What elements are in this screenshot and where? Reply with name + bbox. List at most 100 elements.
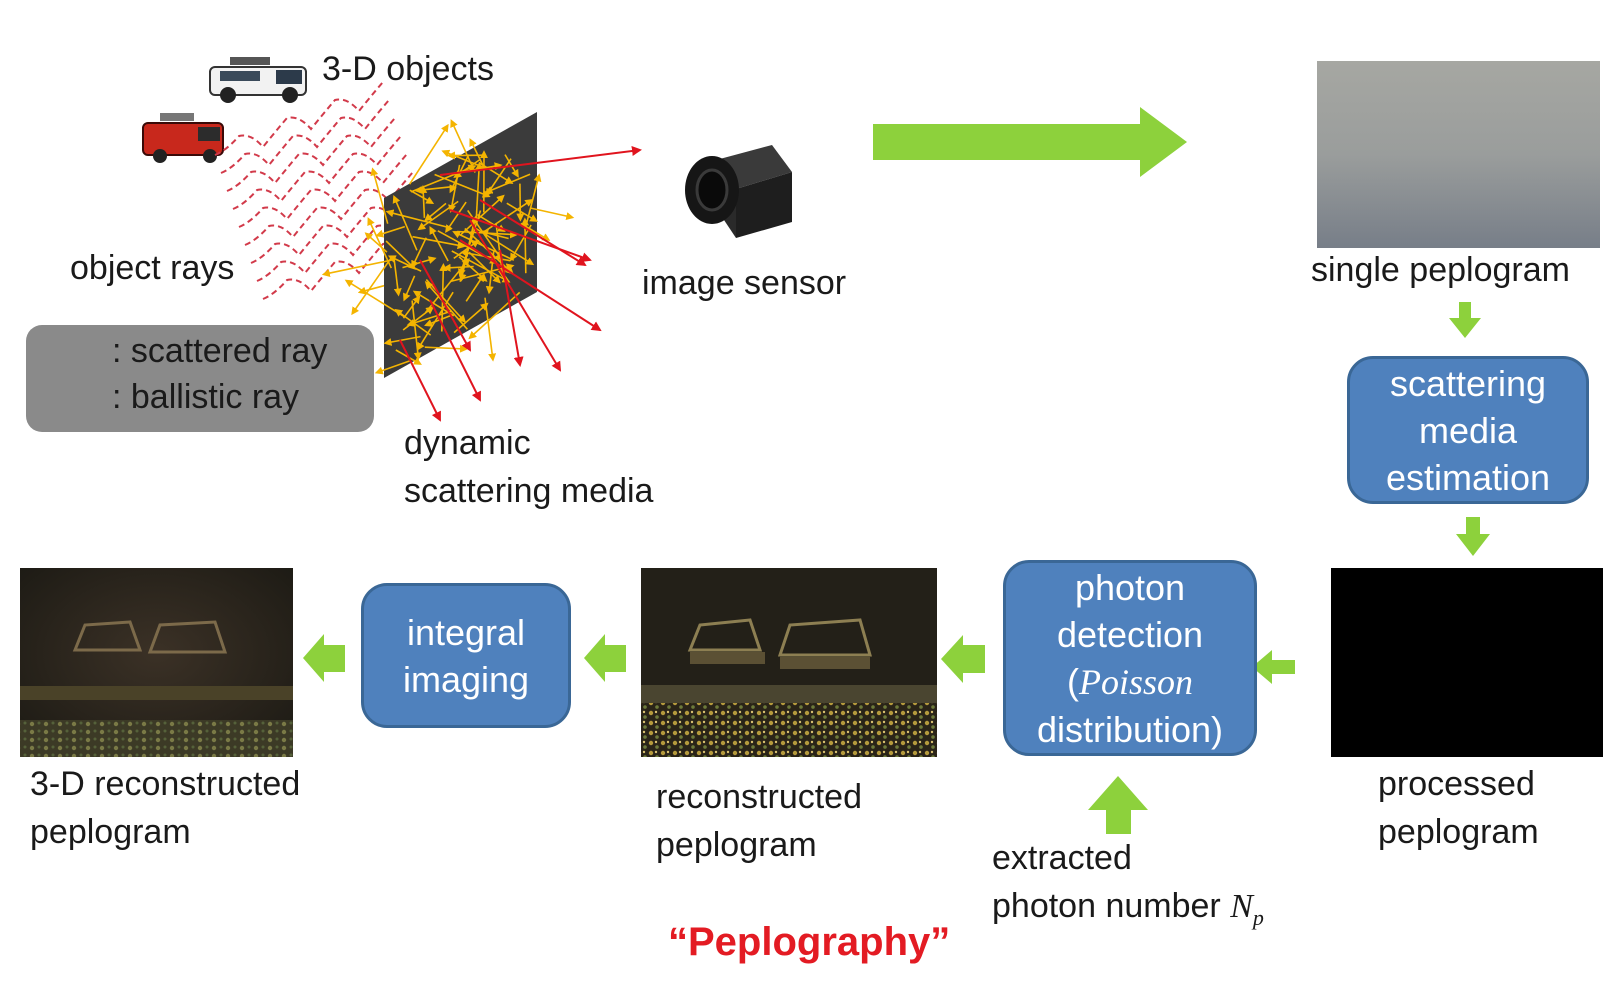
fire-truck-icon xyxy=(142,113,224,163)
scattered-ray xyxy=(370,167,389,224)
scattered-ray xyxy=(434,173,491,198)
scattered-ray xyxy=(402,306,435,331)
scattered-ray xyxy=(374,360,411,375)
object-ray-wave xyxy=(262,225,432,300)
scattered-ray xyxy=(429,226,449,262)
legend-scattered-label: : scattered ray xyxy=(112,332,328,370)
scattered-ray xyxy=(417,200,459,231)
camera-icon xyxy=(685,145,792,238)
scattered-ray xyxy=(375,225,406,238)
scattered-rays xyxy=(321,119,575,375)
objects-label: 3-D objects xyxy=(322,50,494,88)
object-ray-wave xyxy=(232,135,402,210)
scattered-ray xyxy=(424,202,447,222)
scattered-ray xyxy=(344,279,405,318)
object-rays-label: object rays xyxy=(70,249,235,287)
scattered-ray xyxy=(453,159,480,179)
scattered-ray xyxy=(364,232,388,253)
scattered-ray xyxy=(393,256,402,297)
ballistic-ray xyxy=(439,146,642,176)
scattered-ray xyxy=(424,344,468,353)
arrow-down-icon xyxy=(1449,302,1481,338)
np-symbol: N xyxy=(1230,888,1253,925)
scattered-ray xyxy=(506,202,539,222)
scattered-ray xyxy=(468,251,501,284)
reconstructed-label: reconstructed xyxy=(656,778,862,816)
van-icon xyxy=(209,57,307,103)
scattered-ray xyxy=(385,240,417,270)
object-ray-wave xyxy=(238,153,408,228)
3d-reconstructed-label: 3-D reconstructed xyxy=(30,765,301,803)
scattered-ray xyxy=(425,279,467,323)
arrow-left-icon xyxy=(303,634,345,682)
scattered-ray xyxy=(367,217,393,269)
ballistic-ray xyxy=(449,209,592,263)
scattered-ray xyxy=(453,302,489,334)
scattered-ray xyxy=(414,185,455,194)
scattered-ray xyxy=(485,158,512,197)
scattering-media-estimation-box: scattering media estimation xyxy=(1347,356,1589,504)
scattered-ray xyxy=(516,183,525,222)
scattered-ray xyxy=(524,173,542,231)
scattered-ray xyxy=(458,210,482,277)
scattered-ray xyxy=(409,189,435,204)
scattered-ray xyxy=(412,235,466,250)
scattered-ray xyxy=(406,310,452,327)
scattered-ray xyxy=(408,123,449,185)
object-ray-wave xyxy=(220,99,390,174)
scattered-ray xyxy=(478,161,514,185)
dynamic-label: dynamic xyxy=(404,424,531,462)
arrow-down-icon xyxy=(1456,517,1490,556)
3d-reconstructed-peplogram-label: peplogram xyxy=(30,813,191,851)
reconstructed-peplogram-label: peplogram xyxy=(656,826,817,864)
scattered-ray xyxy=(445,201,467,234)
legend-ballistic-label: : ballistic ray xyxy=(112,378,300,416)
ballistic-ray xyxy=(429,299,481,402)
legend: : scattered ray : ballistic ray xyxy=(26,325,374,432)
scattered-ray xyxy=(468,291,521,340)
ballistic-ray xyxy=(469,219,562,372)
scattered-ray xyxy=(385,209,452,229)
scattered-ray xyxy=(452,230,515,261)
processed-peplogram-image xyxy=(1331,568,1603,757)
single-peplogram-label: single peplogram xyxy=(1311,251,1570,289)
scattered-ray xyxy=(411,300,422,361)
image-sensor-label: image sensor xyxy=(642,264,847,302)
arrow-up-icon xyxy=(1088,776,1148,834)
scattered-ray xyxy=(402,295,421,319)
object-ray-wave xyxy=(244,171,414,246)
scattered-ray xyxy=(465,273,485,302)
np-subscript: p xyxy=(1252,904,1264,930)
scattered-ray xyxy=(392,194,418,251)
object-ray-wave xyxy=(214,81,384,156)
photon-number-label: photon number Np xyxy=(992,887,1264,930)
scattered-ray xyxy=(442,263,474,272)
scattered-ray xyxy=(460,194,505,236)
diagram-title: “Peplography” xyxy=(668,920,951,964)
scattered-ray xyxy=(403,275,416,302)
scattered-ray xyxy=(357,284,385,295)
processed-peplogram-label: peplogram xyxy=(1378,813,1539,851)
arrow-left-icon xyxy=(941,635,985,683)
scattered-ray xyxy=(530,207,575,220)
arrow-left-icon xyxy=(1252,650,1295,684)
object-rays xyxy=(214,81,432,300)
extracted-label: extracted xyxy=(992,839,1132,877)
arrow-left-icon xyxy=(584,634,626,682)
scattered-ray xyxy=(321,259,393,277)
scattered-ray xyxy=(509,224,532,262)
object-ray-wave xyxy=(256,207,426,282)
scattered-ray xyxy=(450,119,476,173)
processed-label: processed xyxy=(1378,765,1535,803)
arrow-right-icon xyxy=(873,107,1187,177)
object-ray-wave xyxy=(226,117,396,192)
scattered-ray xyxy=(351,256,393,316)
scattered-ray xyxy=(412,290,455,317)
scattered-ray xyxy=(480,229,509,240)
reconstructed-peplogram-image xyxy=(641,568,937,757)
scattered-ray xyxy=(383,335,421,346)
3d-reconstructed-peplogram-image xyxy=(20,568,293,757)
ballistic-ray xyxy=(419,259,471,352)
photon-detection-box: photon detection (Poisson distribution) xyxy=(1003,560,1257,756)
